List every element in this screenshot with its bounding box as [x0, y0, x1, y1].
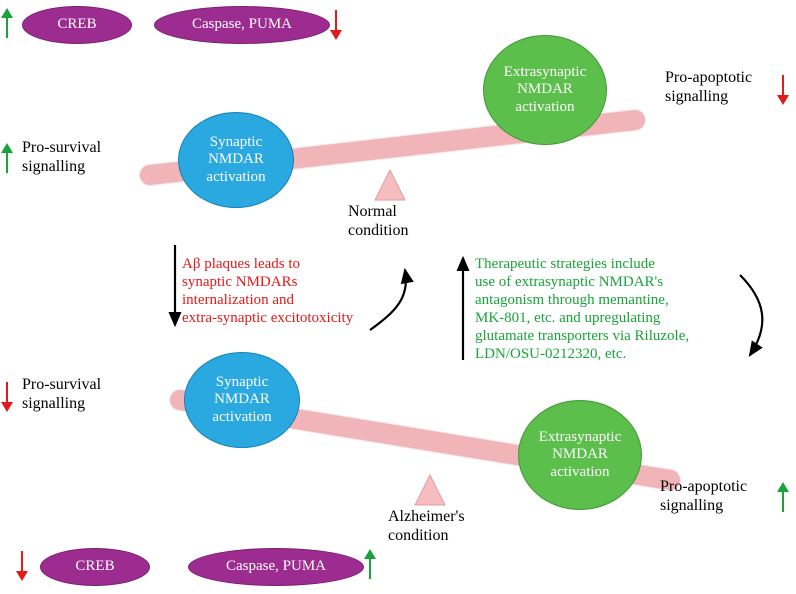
flow-arrows [0, 0, 796, 594]
